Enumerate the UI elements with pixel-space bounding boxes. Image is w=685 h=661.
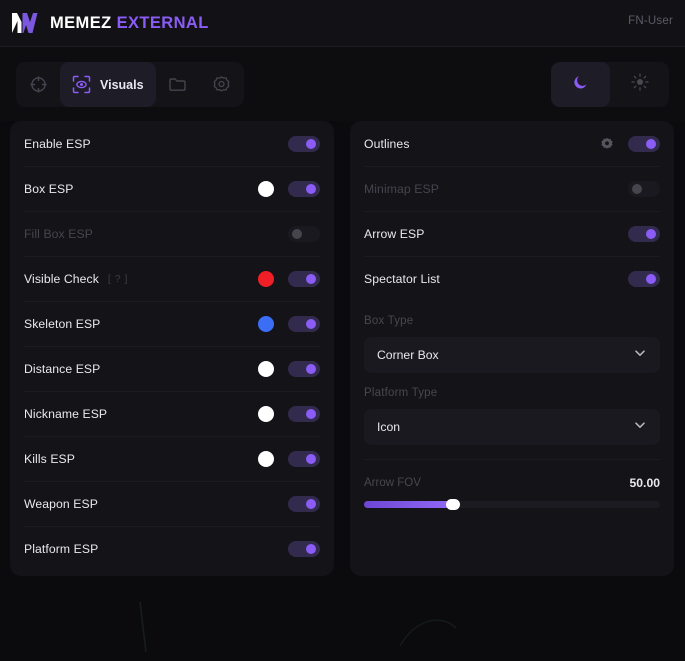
- toggle-weapon-esp[interactable]: [288, 496, 320, 512]
- toggle-spectator-list[interactable]: [628, 271, 660, 287]
- brand-name: MEMEZ: [50, 13, 112, 32]
- row-arrow-esp[interactable]: Arrow ESP: [364, 211, 660, 256]
- row-label: Enable ESP: [24, 136, 91, 151]
- folder-icon: [168, 75, 187, 94]
- arrow-fov-thumb[interactable]: [445, 499, 460, 510]
- color-swatch-skeleton-esp[interactable]: [258, 316, 274, 332]
- brand-title: MEMEZ EXTERNAL: [50, 14, 209, 33]
- tab-aim[interactable]: [16, 62, 60, 107]
- tab-strip: Visuals: [0, 47, 685, 121]
- row-skeleton-esp[interactable]: Skeleton ESP: [24, 301, 320, 346]
- box-type-group: Box Type Corner Box: [364, 301, 660, 373]
- toggle-fill-box-esp[interactable]: [288, 226, 320, 242]
- arrow-fov-slider-block: Arrow FOV 50.00: [364, 459, 660, 510]
- moon-icon: [572, 73, 590, 96]
- visuals-left-panel: Enable ESP Box ESP Fill Box ESP Visible …: [10, 121, 334, 576]
- platform-type-select[interactable]: Icon: [364, 409, 660, 445]
- memez-logo-mark: [12, 13, 38, 33]
- visuals-right-panel: Outlines Minimap ESP Arrow ESP: [350, 121, 674, 576]
- row-label: Nickname ESP: [24, 407, 108, 421]
- tab-settings[interactable]: [200, 62, 244, 107]
- toggle-box-esp[interactable]: [288, 181, 320, 197]
- arrow-fov-fill: [364, 501, 453, 508]
- arrow-fov-value: 50.00: [629, 476, 661, 490]
- box-type-select[interactable]: Corner Box: [364, 337, 660, 373]
- background-artifact: [399, 619, 457, 647]
- background-artifact: [139, 601, 147, 653]
- toggle-visible-check[interactable]: [288, 271, 320, 287]
- row-nickname-esp[interactable]: Nickname ESP: [24, 391, 320, 436]
- color-swatch-visible-check[interactable]: [258, 271, 274, 287]
- toggle-minimap-esp[interactable]: [628, 181, 660, 197]
- row-distance-esp[interactable]: Distance ESP: [24, 346, 320, 391]
- row-label: Box ESP: [24, 182, 74, 196]
- tab-group: Visuals: [16, 62, 244, 107]
- row-fill-box-esp[interactable]: Fill Box ESP: [24, 211, 320, 256]
- chevron-down-icon: [633, 418, 647, 437]
- row-kills-esp[interactable]: Kills ESP: [24, 436, 320, 481]
- arrow-fov-label: Arrow FOV: [364, 477, 421, 489]
- row-box-esp[interactable]: Box ESP: [24, 166, 320, 211]
- theme-dark-button[interactable]: [551, 62, 610, 107]
- help-hint[interactable]: [ ? ]: [107, 273, 128, 285]
- arrow-fov-header: Arrow FOV 50.00: [364, 476, 660, 490]
- row-weapon-esp[interactable]: Weapon ESP: [24, 481, 320, 526]
- arrow-fov-track[interactable]: [364, 499, 660, 510]
- tab-visuals[interactable]: Visuals: [60, 62, 156, 107]
- theme-toggle-group: [551, 62, 669, 107]
- chevron-down-icon: [633, 346, 647, 365]
- toggle-platform-esp[interactable]: [288, 541, 320, 557]
- row-minimap-esp[interactable]: Minimap ESP: [364, 166, 660, 211]
- row-label: Arrow ESP: [364, 227, 425, 241]
- sun-icon: [630, 73, 649, 96]
- row-outlines[interactable]: Outlines: [364, 121, 660, 166]
- toggle-nickname-esp[interactable]: [288, 406, 320, 422]
- toggle-enable-esp[interactable]: [288, 135, 320, 152]
- outlines-gear-icon[interactable]: [600, 137, 614, 151]
- row-label: Outlines: [364, 136, 410, 151]
- crosshair-icon: [29, 75, 48, 94]
- row-label: Fill Box ESP: [24, 227, 93, 241]
- box-type-value: Corner Box: [377, 348, 439, 362]
- gear-icon: [212, 75, 231, 94]
- platform-type-group: Platform Type Icon: [364, 373, 660, 445]
- row-label: Distance ESP: [24, 362, 101, 376]
- tab-visuals-label: Visuals: [100, 77, 144, 92]
- app-header: MEMEZ EXTERNAL FN-User: [0, 0, 685, 47]
- toggle-skeleton-esp[interactable]: [288, 316, 320, 332]
- brand-edition: EXTERNAL: [116, 13, 209, 32]
- color-swatch-box-esp[interactable]: [258, 181, 274, 197]
- row-label: Weapon ESP: [24, 497, 98, 511]
- platform-type-label: Platform Type: [364, 387, 438, 399]
- row-visible-check[interactable]: Visible Check [ ? ]: [24, 256, 320, 301]
- color-swatch-distance-esp[interactable]: [258, 361, 274, 377]
- platform-type-value: Icon: [377, 420, 401, 434]
- row-label: Kills ESP: [24, 452, 76, 466]
- color-swatch-kills-esp[interactable]: [258, 451, 274, 467]
- toggle-outlines[interactable]: [628, 135, 660, 152]
- toggle-distance-esp[interactable]: [288, 361, 320, 377]
- theme-light-button[interactable]: [610, 62, 669, 107]
- row-label: Spectator List: [364, 272, 440, 286]
- user-label: FN-User: [628, 15, 673, 27]
- row-label: Minimap ESP: [364, 182, 439, 196]
- toggle-arrow-esp[interactable]: [628, 226, 660, 242]
- box-type-label: Box Type: [364, 315, 414, 327]
- row-label: Skeleton ESP: [24, 317, 101, 331]
- row-platform-esp[interactable]: Platform ESP: [24, 526, 320, 571]
- row-spectator-list[interactable]: Spectator List: [364, 256, 660, 301]
- toggle-kills-esp[interactable]: [288, 451, 320, 467]
- color-swatch-nickname-esp[interactable]: [258, 406, 274, 422]
- eye-scan-icon: [72, 75, 91, 94]
- tab-configs[interactable]: [156, 62, 200, 107]
- row-label: Visible Check: [24, 272, 99, 286]
- row-enable-esp[interactable]: Enable ESP: [24, 121, 320, 166]
- row-label: Platform ESP: [24, 542, 99, 556]
